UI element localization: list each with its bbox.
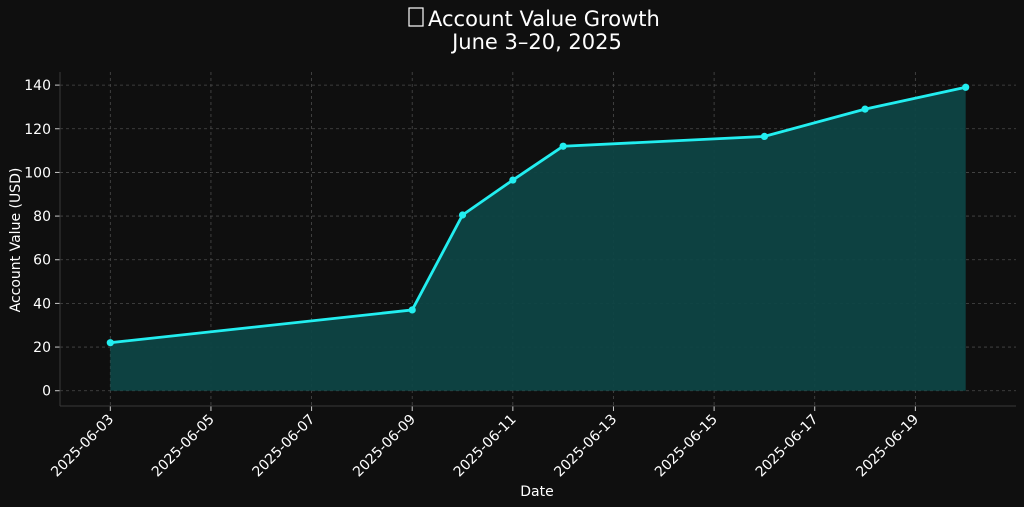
series-line — [110, 85, 966, 345]
area-layer — [110, 87, 966, 391]
data-point — [760, 132, 769, 140]
y-tick-label: 60 — [33, 253, 51, 269]
points-layer — [106, 83, 970, 347]
chart-subtitle: June 3–20, 2025 — [450, 30, 622, 54]
data-point — [458, 211, 467, 219]
data-point — [861, 105, 869, 113]
y-tick-label: 100 — [24, 165, 51, 181]
data-point — [106, 339, 114, 347]
y-tick-label: 40 — [33, 296, 51, 312]
y-axis-label: Account Value (USD) — [8, 168, 24, 313]
x-axis-label: Date — [520, 484, 553, 500]
chart-title: Account Value Growth — [428, 7, 660, 31]
area-fill — [110, 87, 966, 391]
y-tick-label: 140 — [24, 78, 51, 94]
data-point — [408, 306, 416, 314]
y-tick-label: 20 — [33, 340, 51, 356]
data-point — [559, 142, 567, 150]
data-point — [962, 83, 970, 91]
line-layer — [110, 85, 966, 345]
y-tick-label: 80 — [33, 209, 51, 225]
title-layer: Account Value Growth June 3–20, 2025 — [408, 7, 660, 54]
y-tick-label: 0 — [42, 384, 51, 400]
y-tick-label: 120 — [24, 122, 51, 138]
chart-increasing-icon — [408, 7, 424, 27]
data-point — [509, 176, 517, 184]
